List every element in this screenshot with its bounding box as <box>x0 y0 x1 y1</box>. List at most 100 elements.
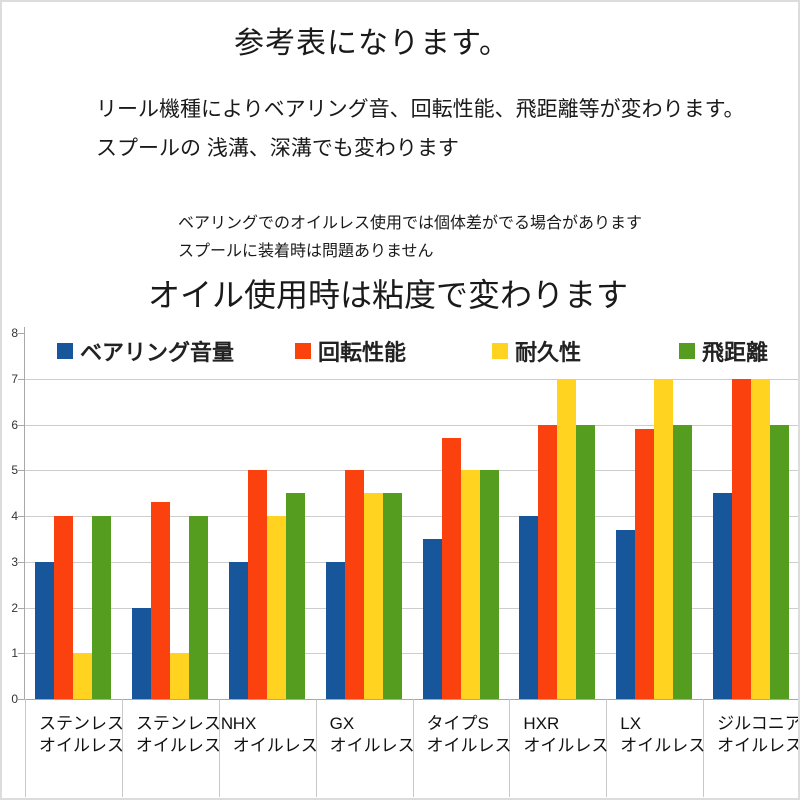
category-label-3: GX オイルレス <box>330 713 415 756</box>
note-text: ベアリングでのオイルレス使用では個体差がでる場合があります スプールに装着時は問… <box>178 210 642 266</box>
y-axis-tick-0 <box>18 699 25 700</box>
bar-s1-c6 <box>635 429 655 699</box>
y-axis-tick-6 <box>18 424 25 426</box>
intro-line-2: スプールの 浅溝、深溝でも変わります <box>96 137 459 160</box>
bar-s0-c4 <box>422 538 442 699</box>
legend-label-0: ベアリング音量 <box>80 340 235 365</box>
bar-s1-c1 <box>150 502 170 699</box>
category-sublabel-4: オイルレス <box>426 735 512 755</box>
bar-s3-c4 <box>479 470 499 699</box>
category-name-5: HXR <box>523 714 560 733</box>
bar-s3-c2 <box>285 493 305 699</box>
y-tick-label-4: 4 <box>11 509 18 523</box>
category-divider-1 <box>122 699 123 797</box>
category-divider-4 <box>413 699 414 797</box>
legend-label-1: 回転性能 <box>318 340 407 365</box>
intro-text: リール機種によりベアリング音、回転性能、飛距離等が変わります。 スプールの 浅溝… <box>96 90 744 168</box>
y-tick-label-1: 1 <box>11 646 18 661</box>
category-label-7: ジルコニア オイルレス <box>717 713 800 756</box>
category-sublabel-3: オイルレス <box>329 735 415 755</box>
category-label-1: ステンレスN オイルレス <box>136 713 233 756</box>
category-sublabel-6: オイルレス <box>620 735 706 755</box>
bar-s1-c0 <box>54 516 73 699</box>
y-tick-label-7: 7 <box>11 371 18 386</box>
y-tick-label-8: 8 <box>11 326 18 340</box>
gridline-1 <box>25 653 798 655</box>
category-label-5: HXR オイルレス <box>523 713 608 756</box>
y-axis-tick-1 <box>18 653 25 655</box>
bar-s0-c0 <box>35 561 54 699</box>
y-tick-label-6: 6 <box>11 417 18 432</box>
x-axis-line <box>24 699 798 700</box>
y-tick-label-0: 0 <box>11 692 18 706</box>
bar-s2-c6 <box>654 378 674 699</box>
y-tick-label-5: 5 <box>11 463 18 478</box>
category-divider-2 <box>219 699 220 797</box>
bar-s1-c5 <box>538 424 558 699</box>
y-axis-tick-8 <box>18 333 25 334</box>
category-sublabel-7: オイルレス <box>717 735 800 755</box>
category-label-2: HX オイルレス <box>233 713 318 756</box>
y-axis-tick-3 <box>18 561 25 563</box>
bar-s0-c6 <box>616 529 636 699</box>
legend-item-1: 回転性能 <box>295 339 406 365</box>
bar-s3-c7 <box>770 424 790 699</box>
legend-label-3: 飛距離 <box>702 340 769 365</box>
category-divider-6 <box>606 699 607 797</box>
bar-s1-c2 <box>247 470 267 699</box>
gridline-2 <box>25 607 798 609</box>
legend-item-3: 飛距離 <box>679 339 768 365</box>
y-tick-label-2: 2 <box>11 600 18 615</box>
bar-s2-c3 <box>363 493 383 699</box>
gridline-4 <box>25 516 798 517</box>
bar-s2-c7 <box>751 378 771 699</box>
bar-s0-c7 <box>713 493 733 699</box>
bar-s3-c6 <box>673 424 693 699</box>
legend-item-2: 耐久性 <box>492 339 581 365</box>
category-sublabel-1: オイルレス <box>135 735 221 755</box>
category-divider-5 <box>509 699 510 797</box>
y-axis-line <box>24 327 25 699</box>
category-sublabel-0: オイルレス <box>39 735 124 755</box>
note-line-2: スプールに装着時は問題ありません <box>178 243 434 260</box>
bar-s1-c7 <box>732 378 752 699</box>
category-label-0: ステンレス オイルレス <box>39 713 124 756</box>
bar-s2-c0 <box>73 653 92 699</box>
bar-s3-c5 <box>576 424 596 699</box>
bar-s0-c3 <box>325 561 345 699</box>
category-label-6: LX オイルレス <box>620 713 705 756</box>
category-name-6: LX <box>620 714 642 733</box>
category-sublabel-5: オイルレス <box>523 735 609 755</box>
legend-label-2: 耐久性 <box>515 340 582 365</box>
legend-swatch-0 <box>57 343 73 359</box>
bar-s1-c3 <box>344 470 364 699</box>
legend-swatch-1 <box>295 343 311 359</box>
bar-s2-c4 <box>460 470 480 699</box>
category-label-4: タイプS オイルレス <box>427 713 512 756</box>
bar-s0-c2 <box>228 561 248 699</box>
y-axis-tick-4 <box>18 516 25 517</box>
category-name-1: ステンレスN <box>135 714 234 733</box>
gridline-5 <box>25 470 798 472</box>
gridline-6 <box>25 424 798 426</box>
page-title: 参考表になります。 <box>234 27 510 60</box>
y-axis-tick-2 <box>18 607 25 609</box>
bar-s0-c1 <box>131 607 151 699</box>
y-axis-tick-5 <box>18 470 25 472</box>
bar-s2-c1 <box>169 653 189 699</box>
bar-s2-c5 <box>557 378 577 699</box>
legend-swatch-3 <box>679 343 695 359</box>
note-line-1: ベアリングでのオイルレス使用では個体差がでる場合があります <box>178 215 643 232</box>
intro-line-1: リール機種によりベアリング音、回転性能、飛距離等が変わります。 <box>96 98 745 121</box>
gridline-3 <box>25 561 798 563</box>
bar-s3-c1 <box>188 516 208 699</box>
bar-s1-c4 <box>441 438 461 699</box>
category-divider-3 <box>316 699 317 797</box>
bar-s0-c5 <box>519 516 539 699</box>
bar-s3-c3 <box>382 493 402 699</box>
category-name-4: タイプS <box>426 714 489 733</box>
chart-subtitle: オイル使用時は粘度で変わります <box>148 277 629 313</box>
category-divider-0 <box>25 699 26 797</box>
